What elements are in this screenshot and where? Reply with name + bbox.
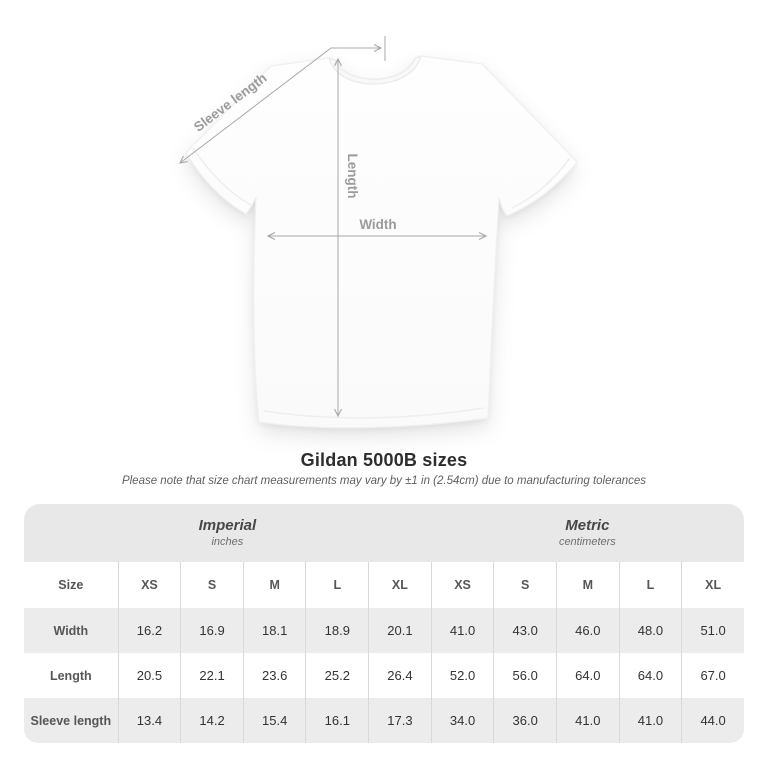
cell-width-imp-xs: 16.2	[117, 608, 181, 653]
cell-sleeve-met-xl: 44.0	[681, 698, 744, 743]
imperial-unit: inches	[211, 536, 244, 548]
imperial-label: Imperial	[198, 517, 257, 534]
col-header-metric-l: L	[618, 562, 682, 608]
cell-length-imp-s: 22.1	[180, 653, 243, 698]
cell-width-imp-l: 18.9	[305, 608, 369, 653]
unit-group-row: Imperial inches Metric centimeters	[24, 504, 744, 562]
chart-title: Gildan 5000B sizes	[300, 450, 468, 470]
col-header-metric-s: S	[493, 562, 556, 608]
cell-width-imp-s: 16.9	[180, 608, 243, 653]
size-column-header: Size	[24, 562, 118, 608]
cell-length-imp-xs: 20.5	[117, 653, 181, 698]
cell-sleeve-met-s: 36.0	[493, 698, 556, 743]
size-table: Imperial inches Metric centimeters Size …	[24, 504, 744, 743]
length-label: Length	[345, 154, 360, 199]
cell-width-met-l: 48.0	[618, 608, 682, 653]
row-label-sleeve-length: Sleeve length	[24, 698, 118, 743]
tolerance-note: Please note that size chart measurements…	[121, 475, 647, 487]
cell-length-imp-xl: 26.4	[368, 653, 431, 698]
tshirt-image	[185, 55, 578, 429]
cell-width-met-xs: 41.0	[430, 608, 494, 653]
col-header-metric-m: M	[555, 562, 619, 608]
metric-label: Metric	[565, 517, 610, 534]
col-header-metric-xl: XL	[681, 562, 744, 608]
col-header-imperial-m: M	[242, 562, 306, 608]
cell-length-met-m: 64.0	[555, 653, 619, 698]
cell-width-met-m: 46.0	[555, 608, 619, 653]
col-header-metric-xs: XS	[430, 562, 494, 608]
cell-sleeve-imp-xl: 17.3	[368, 698, 431, 743]
imperial-group-header: Imperial inches	[24, 504, 431, 562]
cell-sleeve-imp-m: 15.4	[242, 698, 306, 743]
cell-sleeve-met-l: 41.0	[618, 698, 682, 743]
cell-width-met-s: 43.0	[493, 608, 556, 653]
width-label: Width	[359, 217, 396, 232]
col-header-imperial-s: S	[180, 562, 243, 608]
cell-length-met-l: 64.0	[618, 653, 682, 698]
metric-group-header: Metric centimeters	[430, 504, 744, 562]
col-header-imperial-l: L	[305, 562, 369, 608]
cell-length-met-s: 56.0	[493, 653, 556, 698]
cell-sleeve-imp-l: 16.1	[305, 698, 369, 743]
cell-sleeve-imp-xs: 13.4	[117, 698, 181, 743]
table-row-width: Width 16.2 16.9 18.1 18.9 20.1 41.0 43.0…	[24, 608, 744, 653]
cell-length-met-xl: 67.0	[681, 653, 744, 698]
col-header-imperial-xs: XS	[117, 562, 181, 608]
size-header-row: Size XS S M L XL XS S M L XL	[24, 562, 744, 608]
cell-sleeve-met-xs: 34.0	[430, 698, 494, 743]
row-label-width: Width	[24, 608, 118, 653]
cell-length-imp-m: 23.6	[242, 653, 306, 698]
table-row-sleeve-length: Sleeve length 13.4 14.2 15.4 16.1 17.3 3…	[24, 698, 744, 743]
cell-sleeve-imp-s: 14.2	[180, 698, 243, 743]
cell-width-imp-xl: 20.1	[368, 608, 431, 653]
table-row-length: Length 20.5 22.1 23.6 25.2 26.4 52.0 56.…	[24, 653, 744, 698]
col-header-imperial-xl: XL	[368, 562, 431, 608]
tshirt-measurement-diagram: Sleeve length Length Width	[179, 36, 578, 429]
cell-length-met-xs: 52.0	[430, 653, 494, 698]
cell-length-imp-l: 25.2	[305, 653, 369, 698]
cell-sleeve-met-m: 41.0	[555, 698, 619, 743]
cell-width-imp-m: 18.1	[242, 608, 306, 653]
sleeve-length-arrow	[179, 44, 383, 164]
cell-width-met-xl: 51.0	[681, 608, 744, 653]
row-label-length: Length	[24, 653, 118, 698]
metric-unit: centimeters	[558, 536, 616, 548]
